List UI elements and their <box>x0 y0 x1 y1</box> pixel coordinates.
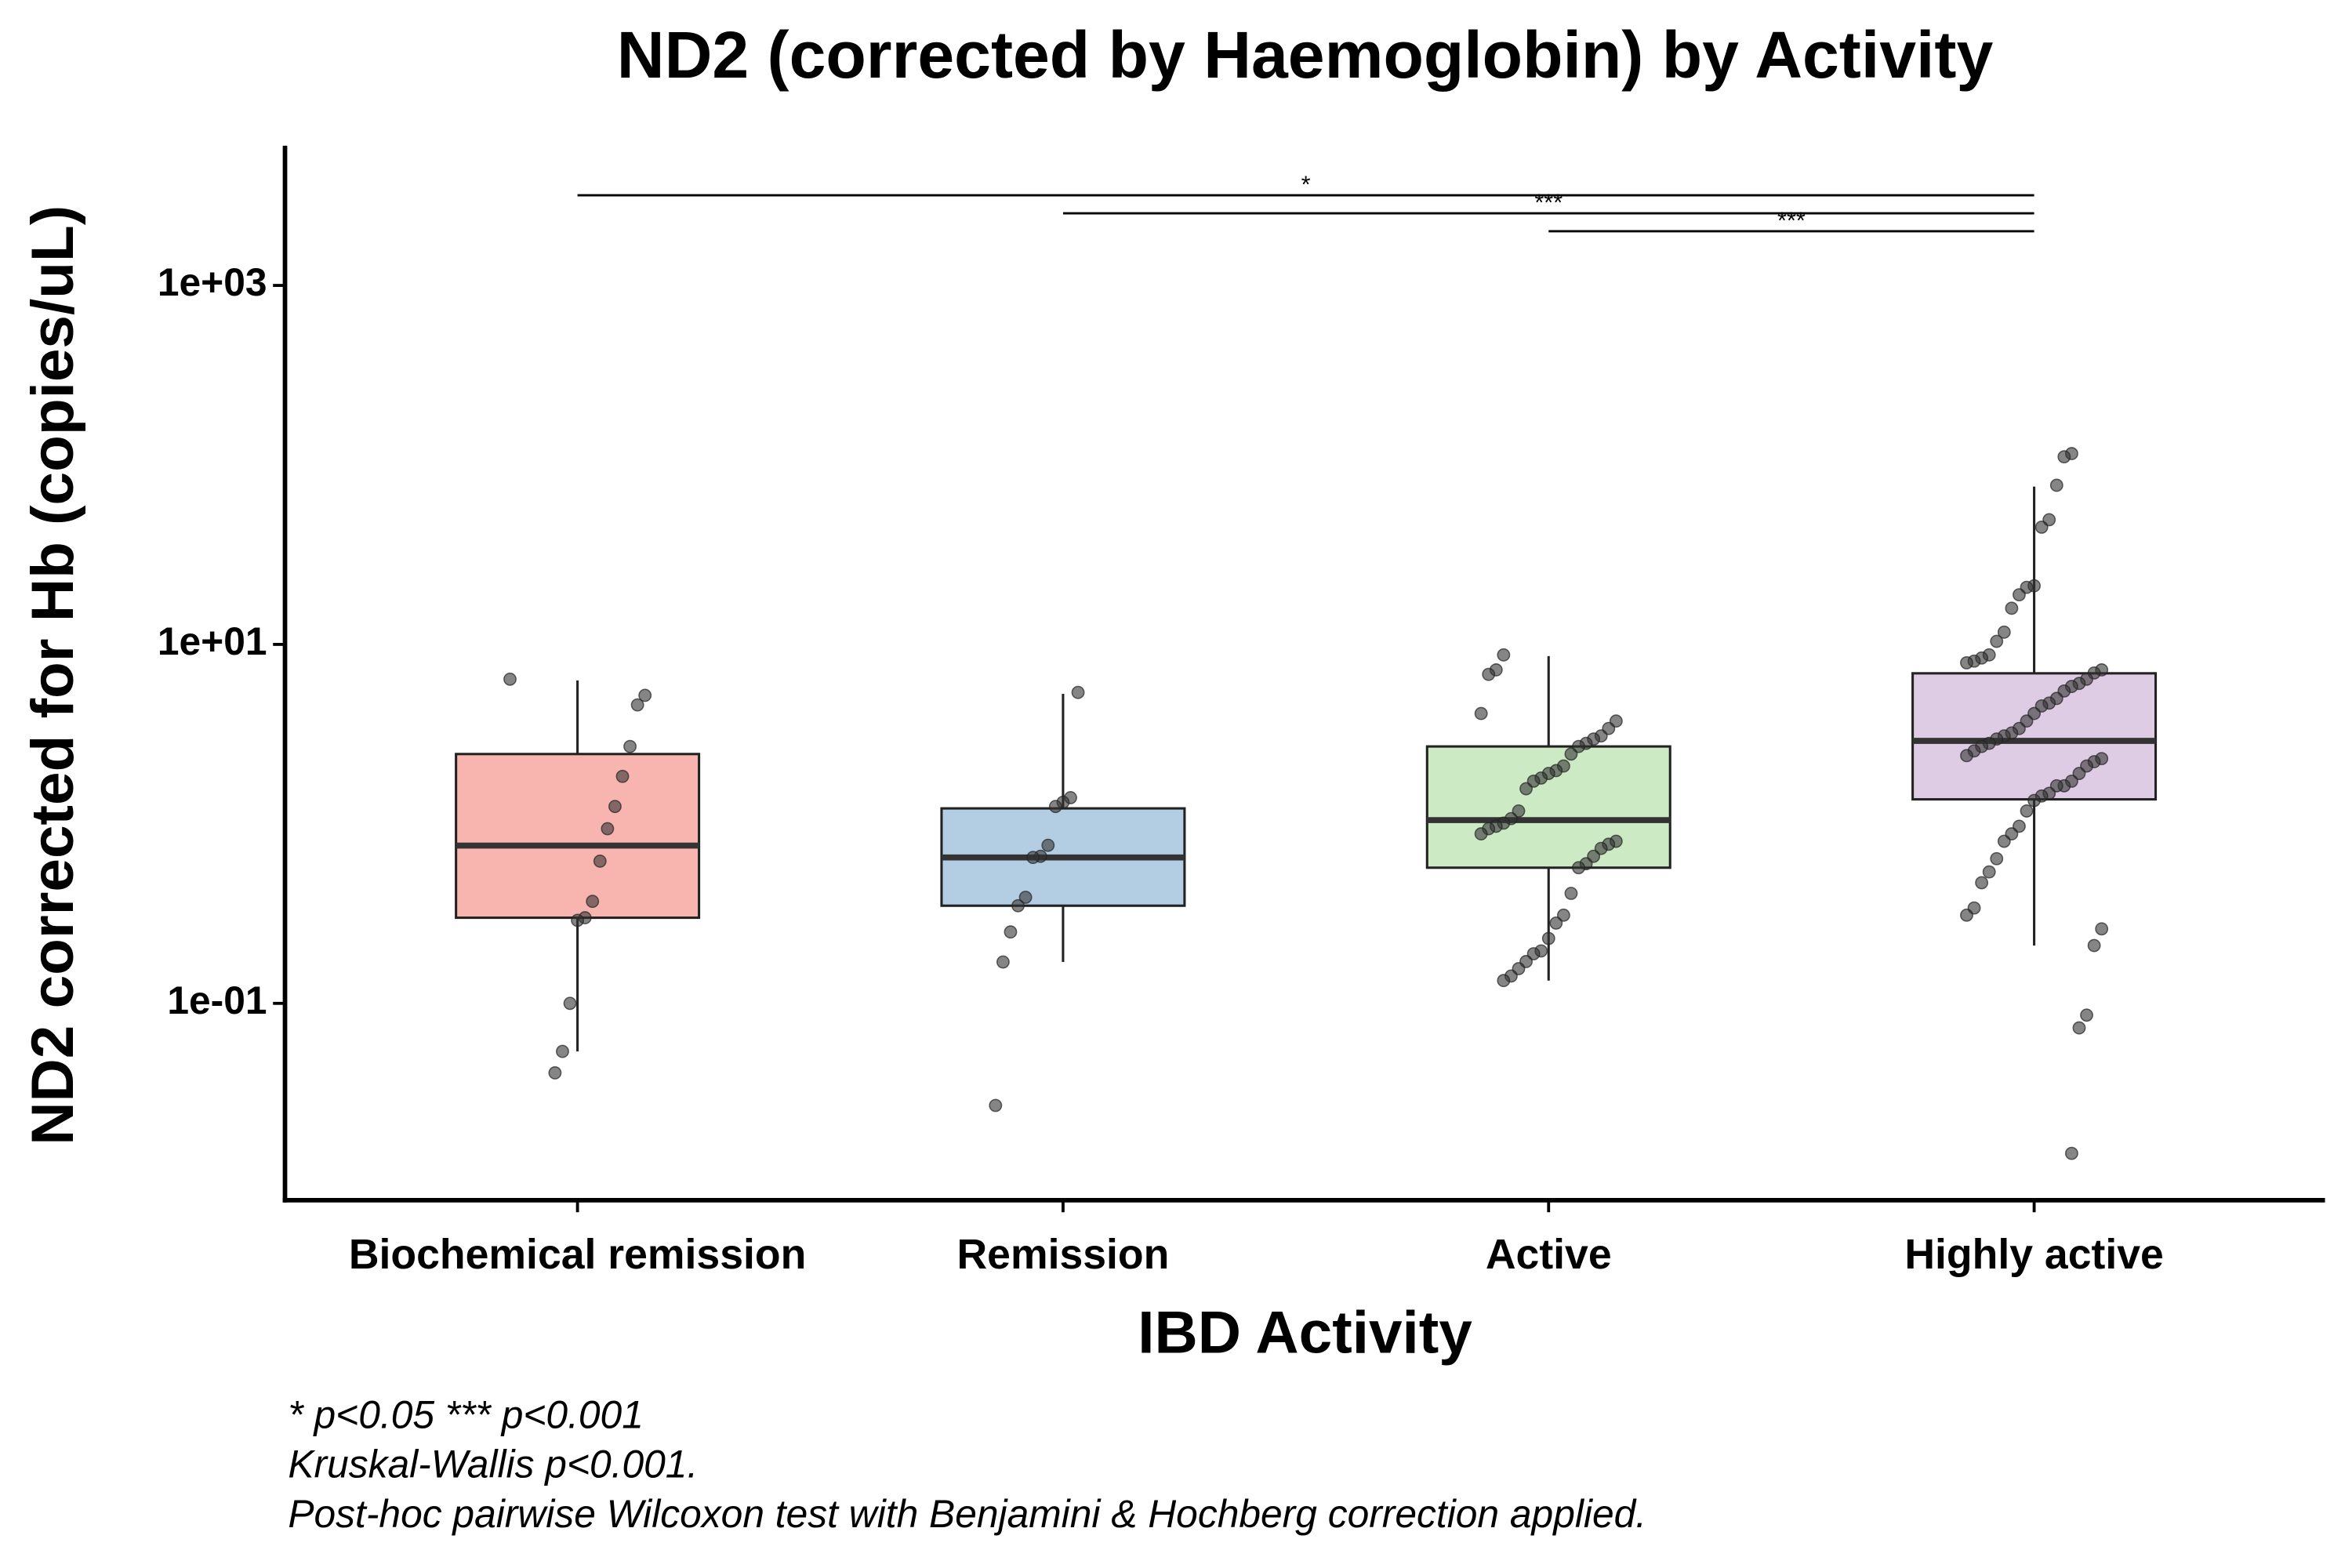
point <box>1071 685 1085 699</box>
point <box>2095 922 2109 936</box>
box <box>455 753 701 920</box>
point <box>1541 931 1555 946</box>
point <box>989 1098 1003 1112</box>
point <box>1026 851 1040 865</box>
point <box>1990 634 2004 648</box>
point <box>586 895 600 909</box>
point <box>1594 841 1608 855</box>
point <box>601 822 615 836</box>
point <box>563 996 577 1011</box>
point <box>615 769 630 783</box>
point <box>1564 887 1578 900</box>
y-axis-title: ND2 corrected for Hb (copies/uL) <box>20 205 86 1145</box>
point <box>1549 916 1563 930</box>
point <box>1960 908 1973 922</box>
box <box>1911 672 2158 801</box>
point <box>2057 450 2071 464</box>
point <box>1960 655 1973 670</box>
point <box>1960 749 1973 763</box>
point <box>571 913 585 927</box>
point <box>1990 851 2004 866</box>
y-tick-label: 1e-01 <box>167 978 267 1022</box>
point <box>1997 625 2011 639</box>
x-tick-label: Biochemical remission <box>349 1232 806 1278</box>
point <box>1048 800 1062 814</box>
x-tick-label: Remission <box>956 1232 1169 1278</box>
point <box>1011 898 1025 913</box>
point <box>2049 478 2063 492</box>
point <box>608 800 622 814</box>
point <box>1519 782 1533 796</box>
point <box>1041 838 1055 852</box>
point <box>503 672 517 686</box>
point <box>1482 667 1496 681</box>
footnote: * p<0.05 *** p<0.001 <box>288 1392 644 1436</box>
point <box>2080 1008 2093 1022</box>
point <box>1997 834 2011 848</box>
point <box>1018 891 1033 904</box>
point <box>623 739 637 753</box>
point <box>1497 974 1511 988</box>
point <box>1975 876 1989 890</box>
point <box>548 1066 562 1080</box>
chart-title: ND2 (corrected by Haemoglobin) by Activi… <box>617 18 1994 92</box>
y-tick-label: 1e+01 <box>158 619 267 663</box>
x-tick-label: Highly active <box>1904 1232 2163 1278</box>
point <box>1572 861 1585 875</box>
significance-label: *** <box>1534 190 1563 216</box>
footnote: Kruskal-Wallis p<0.001. <box>288 1443 698 1486</box>
point <box>2005 601 2019 615</box>
x-tick-label: Active <box>1486 1232 1612 1278</box>
point <box>1564 747 1578 761</box>
footnote: Post-hoc pairwise Wilcoxon test with Ben… <box>288 1492 1646 1536</box>
point <box>2020 804 2034 818</box>
y-tick-label: 1e+03 <box>158 260 267 304</box>
significance-label: * <box>1301 172 1311 198</box>
point <box>996 955 1010 969</box>
point <box>1474 706 1488 720</box>
point <box>638 688 652 702</box>
point <box>2027 793 2041 808</box>
point <box>2034 520 2049 534</box>
point <box>1474 827 1488 840</box>
significance-label: *** <box>1777 208 1806 234</box>
point <box>2064 1146 2078 1160</box>
point <box>1497 648 1511 662</box>
point <box>2072 1021 2086 1035</box>
point <box>2013 588 2026 602</box>
point <box>630 698 644 712</box>
point <box>1982 865 1996 879</box>
point <box>1004 925 1018 939</box>
point <box>593 854 607 868</box>
x-axis-title: IBD Activity <box>1138 1299 1472 1366</box>
point <box>1556 908 1570 922</box>
box <box>1425 745 1671 869</box>
point <box>556 1044 569 1058</box>
point <box>2087 938 2101 953</box>
